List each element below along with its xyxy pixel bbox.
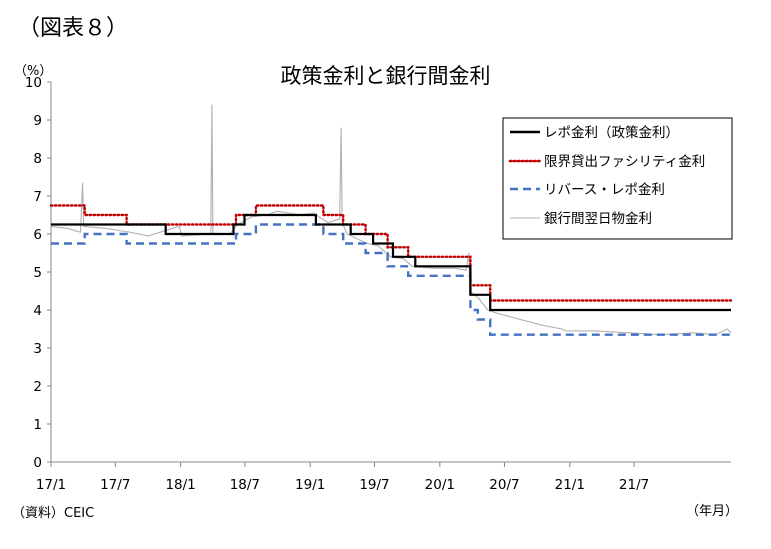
chart-title: 政策金利と銀行間金利: [280, 64, 491, 88]
legend-label-1: レポ金利（政策金利）: [544, 124, 679, 141]
y-tick-label: 7: [33, 189, 42, 205]
series-line-3: [51, 223, 731, 336]
y-tick-label: 0: [33, 455, 42, 471]
x-axis-unit-label: （年月）: [686, 504, 739, 519]
legend-label-2: 限界貸出ファシリティ金利: [544, 154, 705, 170]
y-tick-label: 9: [33, 113, 42, 129]
y-tick-label: 1: [33, 417, 42, 433]
y-tick-label: 8: [33, 151, 42, 167]
series-line-4: [50, 104, 732, 336]
x-tick-label: 18/1: [165, 477, 195, 493]
y-tick-label: 4: [33, 303, 42, 319]
x-tick-label: 17/1: [36, 477, 66, 493]
legend-box: [502, 117, 733, 240]
y-tick-label: 6: [33, 227, 42, 243]
x-tick-label: 21/1: [555, 477, 585, 493]
x-tick-label: 19/1: [295, 477, 325, 493]
series-line-2: [49, 204, 733, 302]
x-tick-label: 19/7: [359, 477, 389, 493]
x-tick-label: 20/7: [489, 477, 519, 493]
y-tick-label: 3: [33, 341, 42, 357]
series-line-1: [51, 213, 731, 312]
x-tick-label: 18/7: [230, 477, 260, 493]
y-tick-label: 10: [25, 75, 42, 91]
x-tick-label: 17/7: [100, 477, 130, 493]
y-tick-label: 2: [33, 379, 42, 395]
x-tick-label: 20/1: [425, 477, 455, 493]
source-label: （資料）CEIC: [12, 506, 95, 521]
axes: 0 1 2 3 4 5 6 7 8 9 10 17/1 17/7 18/1 18/7 19/1 19/7 20/1…: [25, 75, 731, 493]
figure-label: （図表８）: [18, 16, 129, 41]
legend-label-4: 銀行間翌日物金利: [544, 211, 652, 227]
y-tick-label: 5: [33, 265, 42, 281]
legend-label-3: リバース・レポ金利: [544, 182, 665, 198]
series-layer: [49, 104, 733, 336]
x-tick-label: 21/7: [619, 477, 649, 493]
y-axis-unit-label: （%）: [14, 64, 53, 79]
